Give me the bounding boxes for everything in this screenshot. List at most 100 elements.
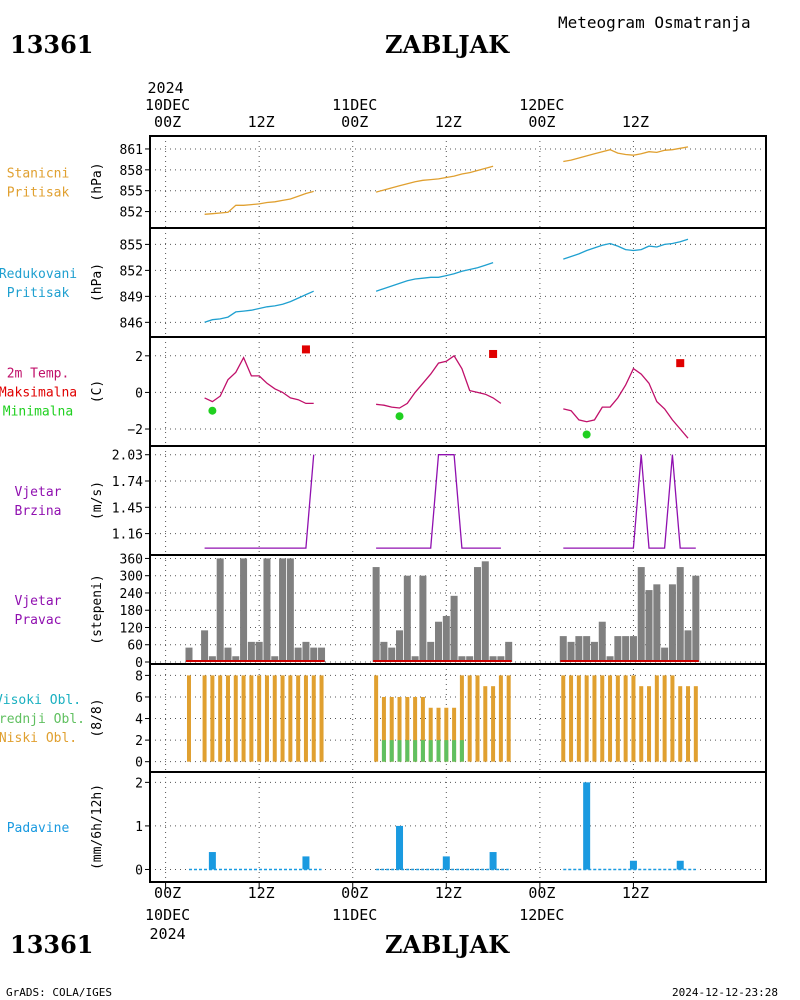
cloud-bar xyxy=(467,675,472,762)
cloud-bar xyxy=(444,707,449,762)
wind-direction-bar xyxy=(388,647,396,662)
wind-direction-bar xyxy=(372,567,380,662)
wind-direction-bar xyxy=(201,630,209,662)
station-id-bottom: 13361 xyxy=(10,930,94,959)
panel-label: Pritisak xyxy=(7,186,70,201)
time-label-bottom: 12Z xyxy=(622,884,649,902)
cloud-bar xyxy=(413,696,418,762)
wind-direction-bar xyxy=(466,656,474,662)
cloud-bar xyxy=(264,675,269,762)
cloud-bar xyxy=(405,740,410,762)
wind-direction-bar xyxy=(458,656,466,662)
series-line xyxy=(376,354,502,409)
cloud-bar xyxy=(397,696,402,762)
year-label-bottom: 2024 xyxy=(150,925,186,943)
temp-max-marker xyxy=(489,349,498,358)
temp-max-marker xyxy=(301,345,310,354)
cloud-bar xyxy=(639,686,644,762)
precip-bar xyxy=(442,856,450,870)
y-tick-label: 1 xyxy=(135,820,143,835)
cloud-bar xyxy=(600,675,605,762)
cloud-bar xyxy=(381,740,386,762)
cloud-bar xyxy=(428,740,433,762)
panel-frame xyxy=(149,227,767,338)
wind-direction-bar xyxy=(271,656,279,662)
y-tick-label: 861 xyxy=(120,143,143,158)
cloud-bar xyxy=(249,675,254,762)
time-label-top: 00Z xyxy=(528,113,555,131)
cloud-bar xyxy=(452,707,457,762)
wind-direction-bar xyxy=(403,575,411,662)
cloud-bar xyxy=(436,707,441,762)
series-line xyxy=(563,238,689,260)
cloud-bar xyxy=(498,675,503,762)
temp-min-marker xyxy=(395,412,404,421)
cloud-bar xyxy=(225,675,230,762)
cloud-bar xyxy=(389,740,394,762)
panel-label: Srednji Obl. xyxy=(0,712,85,727)
series-line xyxy=(375,261,494,292)
cloud-bar xyxy=(397,740,402,762)
wind-direction-bar xyxy=(411,656,419,662)
y-tick-label: 852 xyxy=(120,206,143,221)
cloud-bar xyxy=(608,675,613,762)
footer-timestamp: 2024-12-12-23:28 xyxy=(672,986,778,999)
y-tick-label: 8 xyxy=(135,669,143,684)
wind-direction-bar xyxy=(676,567,684,662)
panel-frame xyxy=(149,336,767,447)
cloud-bar xyxy=(623,675,628,762)
time-label-bottom: 00Z xyxy=(528,884,555,902)
y-tick-label: 60 xyxy=(127,639,143,654)
wind-direction-bar xyxy=(692,575,700,662)
y-tick-label: 2 xyxy=(135,350,143,365)
y-tick-label: 2 xyxy=(135,776,143,791)
panel-label: Brzina xyxy=(15,504,62,519)
y-tick-label: 240 xyxy=(120,587,143,602)
station-name-bottom: ZABLJAK xyxy=(385,930,510,959)
y-tick-label: 1.45 xyxy=(112,501,143,516)
cloud-bar xyxy=(678,686,683,762)
y-tick-label: 300 xyxy=(120,570,143,585)
series-line xyxy=(563,367,689,439)
year-label-top: 2024 xyxy=(148,79,184,97)
y-tick-label: 0 xyxy=(135,863,143,878)
panel-label: Redukovani xyxy=(0,267,77,282)
cloud-bar xyxy=(686,686,691,762)
cloud-bar xyxy=(662,675,667,762)
y-tick-label: 180 xyxy=(120,604,143,619)
cloud-bar xyxy=(420,696,425,762)
cloud-bar xyxy=(210,675,215,762)
cloud-bar xyxy=(257,675,262,762)
cloud-bar xyxy=(592,675,597,762)
y-tick-label: 0 xyxy=(135,386,143,401)
temp-min-marker xyxy=(208,406,217,415)
precip-bar xyxy=(489,852,497,870)
cloud-bar xyxy=(405,696,410,762)
cloud-bar xyxy=(483,686,488,762)
panel-label: Padavine xyxy=(7,821,70,836)
series-line xyxy=(376,454,501,549)
panel-label: Maksimalna xyxy=(0,386,77,401)
cloud-bar xyxy=(381,696,386,762)
wind-direction-bar xyxy=(279,558,287,662)
axis-unit-label: (m/s) xyxy=(90,481,105,520)
y-tick-label: 1.74 xyxy=(112,475,143,490)
date-label-bottom: 11DEC xyxy=(332,906,377,924)
axis-unit-label: (hPa) xyxy=(90,162,105,201)
wind-direction-bar xyxy=(473,567,481,662)
cloud-bar xyxy=(413,740,418,762)
cloud-bar xyxy=(233,675,238,762)
series-line xyxy=(204,290,314,323)
wind-direction-bar xyxy=(637,567,645,662)
wind-direction-bar xyxy=(232,656,240,662)
series-line xyxy=(563,454,696,549)
axis-unit-label: (8/8) xyxy=(90,698,105,737)
cloud-bar xyxy=(374,675,379,762)
axis-unit-label: (mm/6h/12h) xyxy=(90,784,105,870)
wind-direction-bar xyxy=(575,636,583,662)
cloud-bar xyxy=(218,675,223,762)
time-label-top: 12Z xyxy=(248,113,275,131)
cloud-bar xyxy=(436,740,441,762)
wind-direction-bar xyxy=(606,656,614,662)
date-label-top: 12DEC xyxy=(519,96,564,114)
